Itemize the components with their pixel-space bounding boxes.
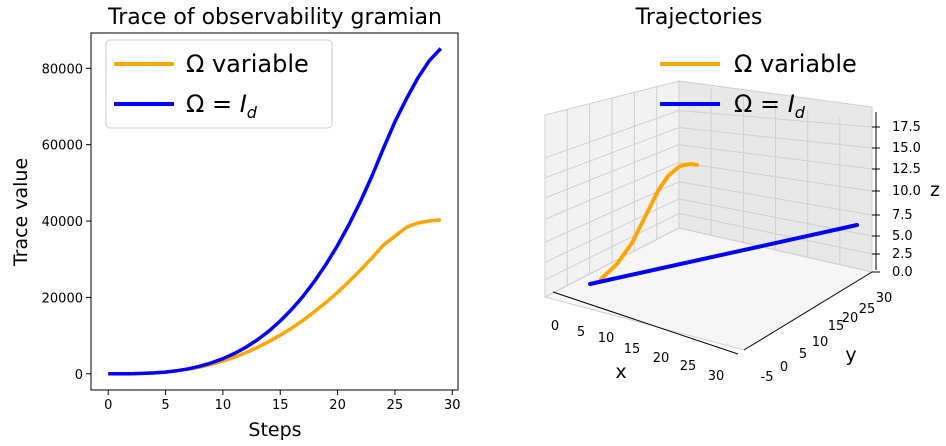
left-legend-label-identity: Ω = Id [186,90,258,122]
right-z-tick-label: 7.5 [892,208,913,223]
chart-left: Trace of observability gramian 0 5 10 15 20 2… [10,5,461,441]
right-y-tick-label: -5 [761,370,774,385]
left-y-ticks: 0 20000 40000 60000 80000 [42,62,91,383]
right-x-tick-label: 20 [653,351,670,366]
right-y-tick-label: 30 [876,291,893,306]
left-x-tick-label: 15 [272,398,289,413]
right-x-tick-label: 0 [551,319,559,334]
left-plot-lines [108,47,443,376]
right-x-axis-label: x [615,361,626,383]
right-x-tick-label: 15 [624,342,641,357]
left-y-tick-label: 20000 [42,291,83,306]
right-series-identity-line [588,223,859,286]
right-y-tick-label: 5 [799,347,807,362]
left-y-tick-label: 40000 [42,215,83,230]
right-y-tick-label: 10 [812,335,829,350]
right-y-axis-line [743,271,873,351]
left-x-tick-label: 30 [444,398,461,413]
right-legend-label-identity: Ω = Id [734,90,806,122]
left-series-variable-line [108,218,441,376]
left-legend: Ω variable Ω = Id [105,39,333,129]
left-x-tick-label: 0 [104,398,112,413]
right-z-tick-label: 0.0 [892,265,913,280]
left-plot-frame [90,32,459,391]
right-z-tick-label: 12.5 [892,162,921,177]
right-z-tick-label: 17.5 [892,120,921,135]
right-chart-title: Trajectories [635,5,763,30]
right-3d-grid [544,80,873,298]
right-x-tick-label: 10 [598,331,615,346]
right-z-axis-label: z [930,179,940,201]
left-y-tick-label: 80000 [42,62,83,77]
right-z-tick-label: 5.0 [892,229,913,244]
right-legend-label-variable: Ω variable [734,50,857,78]
right-x-tick-label: 5 [577,325,585,340]
left-x-axis-label: Steps [248,419,301,441]
right-y-axis-label: y [845,344,856,366]
left-y-axis-label: Trace value [10,158,32,267]
right-x-tick-label: 30 [708,369,725,384]
right-y-tick-label: 15 [828,319,845,334]
left-x-tick-label: 10 [215,398,232,413]
left-x-tick-label: 5 [161,398,169,413]
left-y-tick-label: 0 [75,368,83,383]
right-z-tick-label: 15.0 [892,141,921,156]
left-x-tick-label: 25 [387,398,404,413]
right-3d-panes [543,80,874,351]
left-chart-title: Trace of observability gramian [107,5,442,30]
right-y-tick-label: 0 [780,360,788,375]
right-x-axis-line [552,291,739,355]
left-x-tick-label: 20 [329,398,346,413]
right-z-tick-label: 2.5 [892,247,913,262]
left-legend-label-variable: Ω variable [186,50,309,78]
right-legend: Ω variable Ω = Id [660,50,857,122]
right-x-tick-label: 25 [680,359,697,374]
left-x-ticks: 0 5 10 15 20 25 30 [104,390,461,413]
right-z-tick-label: 10.0 [892,184,921,199]
right-y-tick-label: 20 [842,311,859,326]
right-series-variable-line [599,161,699,281]
left-series-identity-line [108,47,443,376]
left-y-tick-label: 60000 [42,139,83,154]
right-y-tick-label: 25 [859,302,876,317]
